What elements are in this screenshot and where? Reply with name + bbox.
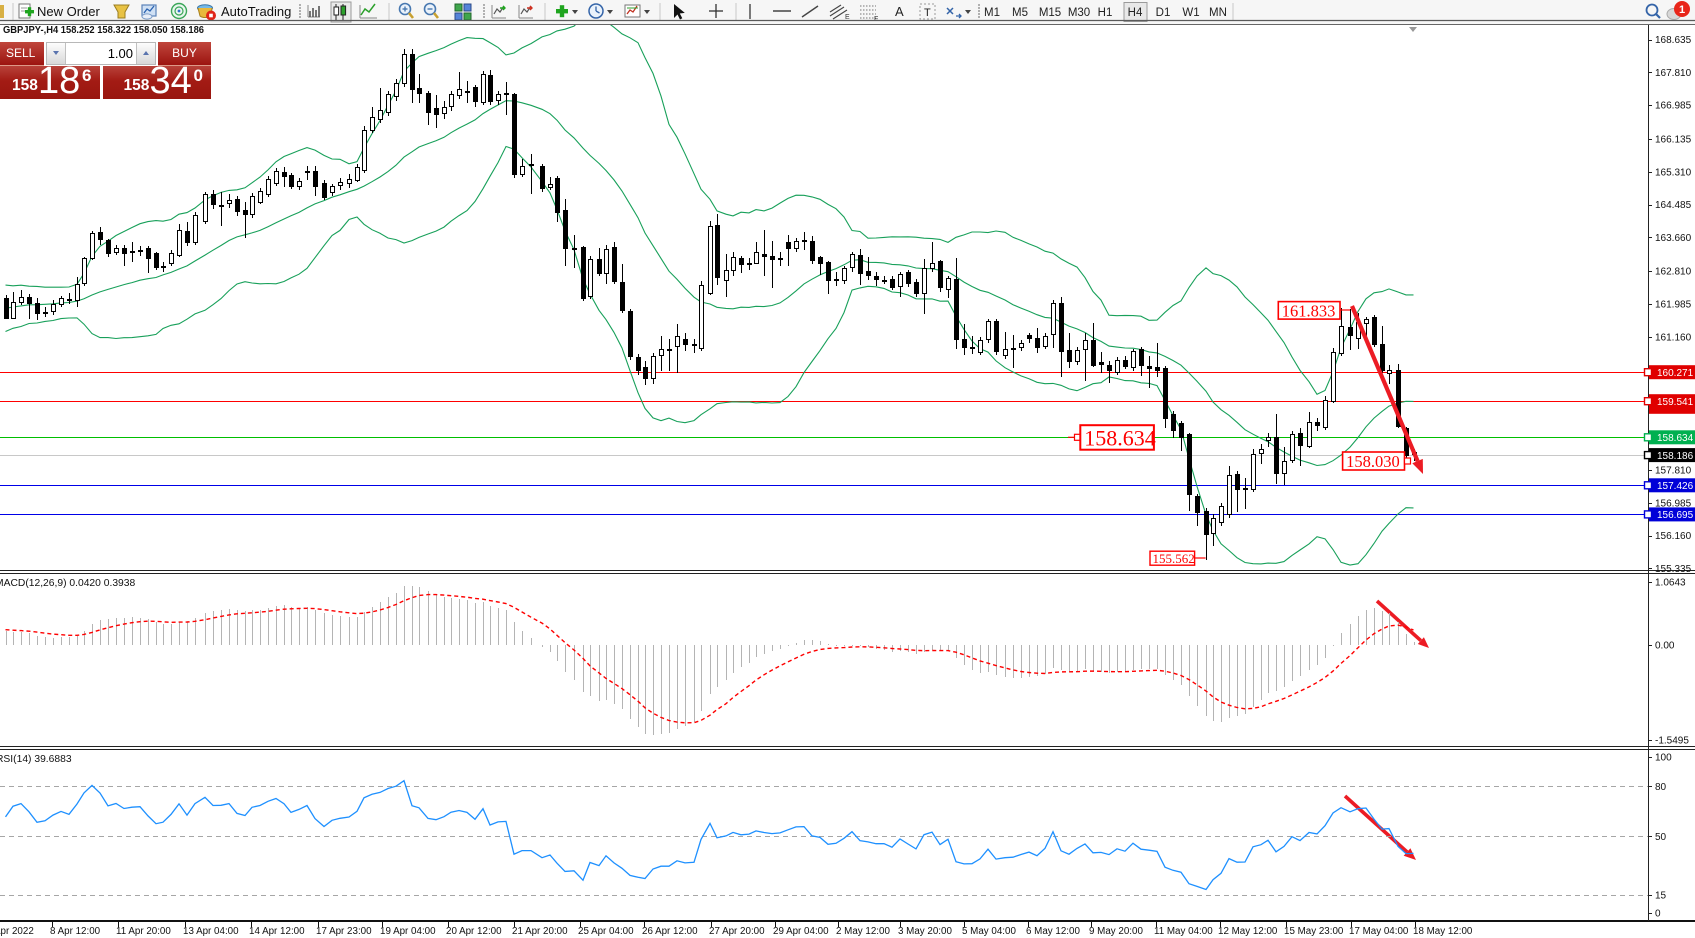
svg-text:3 May 20:00: 3 May 20:00 — [898, 926, 952, 937]
svg-text:18 May 12:00: 18 May 12:00 — [1413, 926, 1473, 937]
svg-text:26 Apr 12:00: 26 Apr 12:00 — [642, 926, 698, 937]
svg-text:D1: D1 — [1156, 7, 1171, 19]
svg-text:157.810: 157.810 — [1655, 466, 1692, 477]
svg-text:New Order: New Order — [37, 4, 101, 19]
svg-text:156.985: 156.985 — [1655, 498, 1692, 509]
svg-text:100: 100 — [1655, 753, 1672, 764]
svg-text:159.541: 159.541 — [1657, 397, 1694, 408]
svg-text:17 May 04:00: 17 May 04:00 — [1349, 926, 1409, 937]
svg-text:0.00: 0.00 — [1655, 641, 1675, 652]
svg-text:158.634: 158.634 — [1657, 433, 1694, 444]
svg-text:-1.5495: -1.5495 — [1655, 736, 1689, 747]
svg-text:M30: M30 — [1068, 7, 1090, 19]
svg-text:1: 1 — [1679, 4, 1685, 16]
svg-text:168.635: 168.635 — [1655, 35, 1692, 46]
svg-text:80: 80 — [1655, 782, 1667, 793]
svg-text:14 Apr 12:00: 14 Apr 12:00 — [249, 926, 305, 937]
svg-text:165.310: 165.310 — [1655, 167, 1692, 178]
svg-text:155.335: 155.335 — [1655, 564, 1692, 575]
svg-text:166.985: 166.985 — [1655, 101, 1692, 112]
svg-text:MACD(12,26,9) 0.0420 0.3938: MACD(12,26,9) 0.0420 0.3938 — [0, 578, 136, 589]
svg-text:1.0643: 1.0643 — [1655, 578, 1686, 589]
svg-text:167.810: 167.810 — [1655, 68, 1692, 79]
svg-text:8 Apr 12:00: 8 Apr 12:00 — [50, 926, 101, 937]
svg-text:50: 50 — [1655, 832, 1667, 843]
svg-text:27 Apr 20:00: 27 Apr 20:00 — [709, 926, 765, 937]
svg-text:11 May 04:00: 11 May 04:00 — [1154, 926, 1213, 937]
svg-text:162.810: 162.810 — [1655, 267, 1692, 278]
svg-text:M1: M1 — [984, 7, 1000, 19]
svg-text:M15: M15 — [1039, 7, 1061, 19]
svg-text:H1: H1 — [1098, 7, 1113, 19]
svg-text:13 Apr 04:00: 13 Apr 04:00 — [183, 926, 239, 937]
svg-text:5 May 04:00: 5 May 04:00 — [962, 926, 1016, 937]
svg-text:T: T — [924, 7, 931, 19]
svg-text:M5: M5 — [1012, 7, 1028, 19]
svg-text:158.030: 158.030 — [1346, 452, 1400, 471]
svg-text:MN: MN — [1209, 7, 1227, 19]
svg-text:AutoTrading: AutoTrading — [221, 4, 291, 19]
svg-text:19 Apr 04:00: 19 Apr 04:00 — [380, 926, 436, 937]
svg-text:17 Apr 23:00: 17 Apr 23:00 — [316, 926, 372, 937]
svg-text:11 Apr 20:00: 11 Apr 20:00 — [116, 926, 171, 937]
svg-text:25 Apr 04:00: 25 Apr 04:00 — [578, 926, 634, 937]
svg-text:GBPJPY-,H4 158.252 158.322 15: GBPJPY-,H4 158.252 158.322 158.050 158.1… — [3, 24, 204, 36]
svg-text:158.186: 158.186 — [1657, 451, 1694, 462]
svg-text:15 May 23:00: 15 May 23:00 — [1284, 926, 1344, 937]
svg-text:6 May 12:00: 6 May 12:00 — [1026, 926, 1080, 937]
svg-text:9 May 20:00: 9 May 20:00 — [1089, 926, 1143, 937]
svg-text:164.485: 164.485 — [1655, 200, 1692, 211]
svg-text:15: 15 — [1655, 891, 1667, 902]
svg-text:12 May 12:00: 12 May 12:00 — [1218, 926, 1278, 937]
svg-text:161.833: 161.833 — [1282, 301, 1336, 320]
svg-text:W1: W1 — [1182, 7, 1199, 19]
svg-text:29 Apr 04:00: 29 Apr 04:00 — [773, 926, 829, 937]
svg-text:157.426: 157.426 — [1657, 481, 1694, 492]
svg-text:161.985: 161.985 — [1655, 300, 1692, 311]
svg-text:166.135: 166.135 — [1655, 135, 1692, 146]
svg-text:156.695: 156.695 — [1657, 510, 1694, 521]
svg-text:RSI(14) 39.6883: RSI(14) 39.6883 — [0, 754, 72, 765]
svg-text:158.634: 158.634 — [1084, 425, 1156, 450]
svg-text:21 Apr 20:00: 21 Apr 20:00 — [512, 926, 568, 937]
svg-text:160.271: 160.271 — [1657, 368, 1694, 379]
svg-text:F: F — [874, 16, 878, 23]
svg-text:0: 0 — [1655, 909, 1661, 920]
svg-text:2 May 12:00: 2 May 12:00 — [836, 926, 890, 937]
svg-text:E: E — [845, 14, 850, 21]
svg-text:H4: H4 — [1128, 7, 1143, 19]
svg-text:155.562: 155.562 — [1153, 551, 1195, 566]
svg-text:161.160: 161.160 — [1655, 332, 1692, 343]
svg-text:156.160: 156.160 — [1655, 531, 1692, 542]
svg-text:163.660: 163.660 — [1655, 233, 1692, 244]
svg-text:Apr 2022: Apr 2022 — [0, 926, 34, 937]
svg-text:20 Apr 12:00: 20 Apr 12:00 — [446, 926, 502, 937]
svg-text:A: A — [895, 4, 904, 19]
